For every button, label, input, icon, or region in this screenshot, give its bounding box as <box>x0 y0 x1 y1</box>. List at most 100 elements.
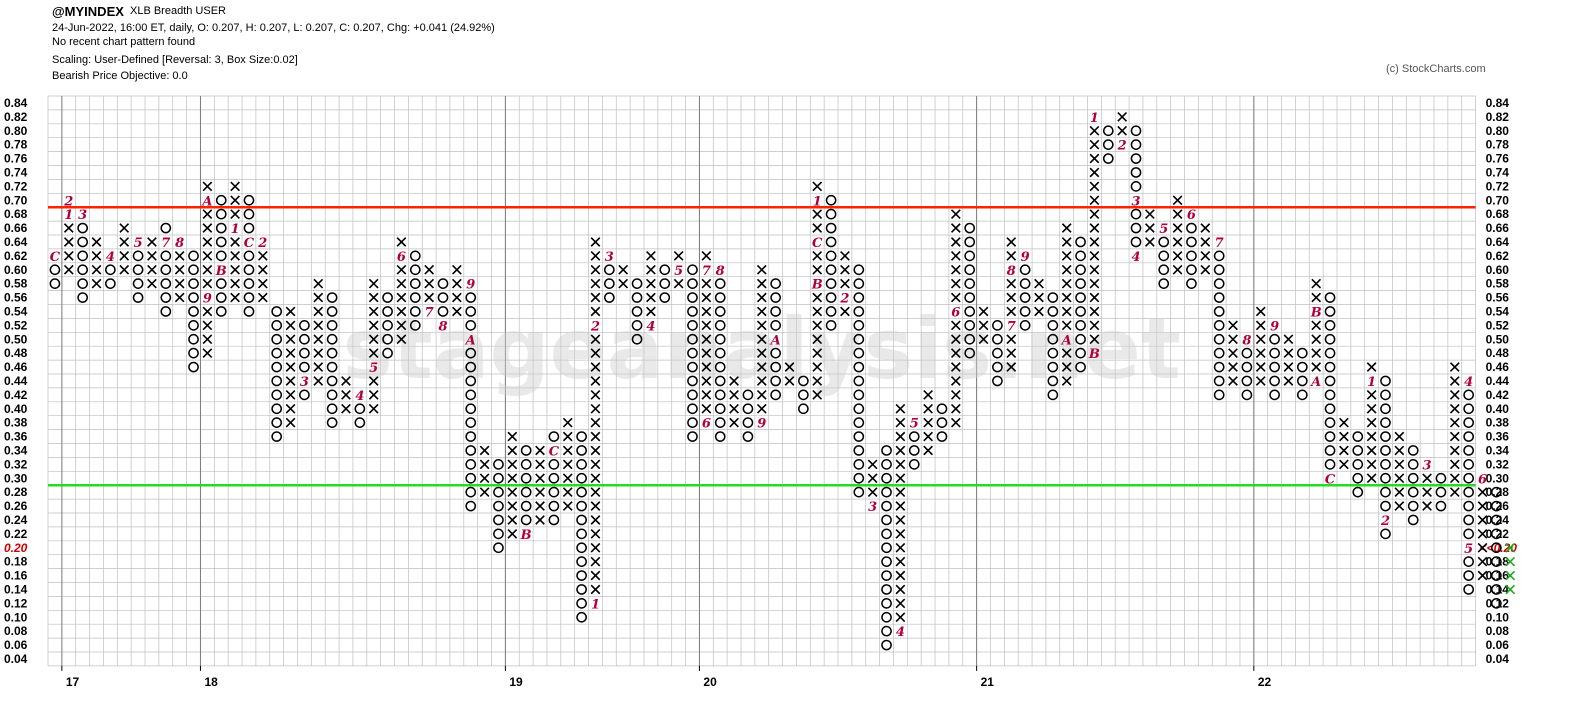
x-mark <box>452 292 462 303</box>
x-mark <box>285 362 296 372</box>
x-mark <box>1311 278 1322 289</box>
x-mark <box>1089 223 1100 233</box>
o-mark <box>1324 375 1336 387</box>
o-mark <box>908 431 920 442</box>
x-mark <box>978 334 989 345</box>
o-mark <box>1269 389 1280 401</box>
o-mark <box>1296 389 1308 401</box>
o-mark <box>714 347 726 359</box>
x-mark <box>1200 250 1211 261</box>
x-mark <box>63 250 74 261</box>
o-mark <box>1213 361 1225 373</box>
x-mark <box>507 487 518 498</box>
month-marker: 6 <box>1187 208 1196 223</box>
x-mark <box>1228 376 1238 386</box>
x-mark <box>590 362 601 372</box>
o-mark <box>1213 333 1225 345</box>
o-mark <box>493 542 504 554</box>
o-mark <box>1324 445 1336 456</box>
x-mark <box>867 473 878 484</box>
y-tick-label-left: 0.32 <box>4 457 28 471</box>
x-mark <box>396 237 407 247</box>
o-mark <box>576 528 587 540</box>
x-mark <box>1366 431 1377 442</box>
o-mark <box>1380 486 1391 498</box>
x-mark <box>396 264 407 275</box>
o-mark <box>1075 320 1086 331</box>
o-mark <box>160 292 172 303</box>
x-mark <box>424 264 435 275</box>
o-mark <box>853 431 865 442</box>
o-mark <box>881 556 892 568</box>
o-mark <box>1241 389 1253 401</box>
y-tick-label-left: 0.84 <box>4 96 28 110</box>
x-mark <box>1089 237 1100 247</box>
x-mark <box>119 223 130 233</box>
x-mark <box>1089 153 1100 164</box>
x-mark <box>701 278 712 289</box>
x-mark <box>507 528 518 539</box>
o-mark <box>243 194 255 206</box>
month-marker: 6 <box>702 417 711 432</box>
o-mark <box>1380 500 1391 512</box>
x-mark <box>701 403 712 414</box>
o-mark <box>964 306 976 317</box>
x-mark <box>341 376 351 386</box>
o-mark <box>1075 264 1086 276</box>
o-mark <box>382 306 393 317</box>
month-marker: 6 <box>951 305 960 320</box>
o-mark <box>576 611 587 623</box>
x-mark <box>1228 348 1238 359</box>
o-mark <box>853 472 865 484</box>
o-mark <box>160 264 172 276</box>
month-marker: 8 <box>1242 333 1251 348</box>
x-mark <box>895 487 906 498</box>
month-marker: A <box>1309 375 1321 390</box>
y-tick-label-left: 0.22 <box>4 527 28 541</box>
x-mark <box>701 348 712 359</box>
o-mark <box>853 292 865 303</box>
o-mark <box>465 306 477 317</box>
y-tick-label-left: 0.72 <box>4 179 28 193</box>
y-tick-label-right: 0.30 <box>1486 471 1510 485</box>
x-mark <box>1311 292 1322 303</box>
x-mark <box>1006 348 1017 359</box>
o-mark <box>1102 153 1114 164</box>
o-mark <box>1075 278 1086 289</box>
x-mark <box>1061 348 1072 359</box>
x-mark <box>202 237 213 247</box>
x-mark <box>895 431 906 442</box>
y-tick-label-right: 0.50 <box>1486 332 1510 346</box>
y-tick-label-left: 0.66 <box>4 221 28 235</box>
o-mark <box>853 417 865 428</box>
x-mark <box>479 445 490 456</box>
month-marker: 8 <box>1007 264 1016 279</box>
o-mark <box>299 347 310 359</box>
o-mark <box>964 250 976 262</box>
o-mark <box>1463 500 1475 512</box>
x-mark <box>230 209 240 220</box>
month-marker: 6 <box>397 250 406 265</box>
y-tick-label-left: 0.14 <box>4 582 28 596</box>
o-mark <box>243 208 255 220</box>
x-mark <box>1311 362 1322 372</box>
y-tick-label-right: 0.18 <box>1486 555 1510 569</box>
month-marker: 2 <box>257 236 267 251</box>
x-mark <box>91 250 102 261</box>
o-mark <box>1213 278 1225 289</box>
month-marker: 4 <box>1464 375 1473 390</box>
y-tick-label-right: 0.64 <box>1486 235 1510 249</box>
o-mark <box>215 236 227 248</box>
x-mark <box>1228 362 1238 372</box>
month-marker: C <box>244 236 255 251</box>
x-mark <box>590 348 601 359</box>
month-marker: 9 <box>203 292 212 307</box>
o-mark <box>1352 459 1364 470</box>
x-mark <box>1449 473 1460 484</box>
month-marker: 2 <box>63 194 73 209</box>
y-tick-label-right: 0.36 <box>1486 430 1510 444</box>
o-mark <box>326 403 338 415</box>
x-mark <box>1172 195 1183 206</box>
o-mark <box>714 333 726 345</box>
month-marker: 5 <box>910 417 919 432</box>
